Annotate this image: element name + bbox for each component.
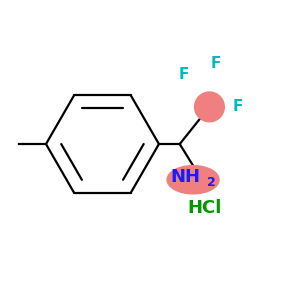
Text: F: F xyxy=(232,99,243,114)
Text: F: F xyxy=(210,56,220,71)
Text: HCl: HCl xyxy=(188,199,222,217)
Circle shape xyxy=(195,92,224,122)
Ellipse shape xyxy=(167,166,219,194)
Text: NH: NH xyxy=(171,168,201,186)
Text: 2: 2 xyxy=(207,176,216,189)
Text: F: F xyxy=(179,67,189,82)
